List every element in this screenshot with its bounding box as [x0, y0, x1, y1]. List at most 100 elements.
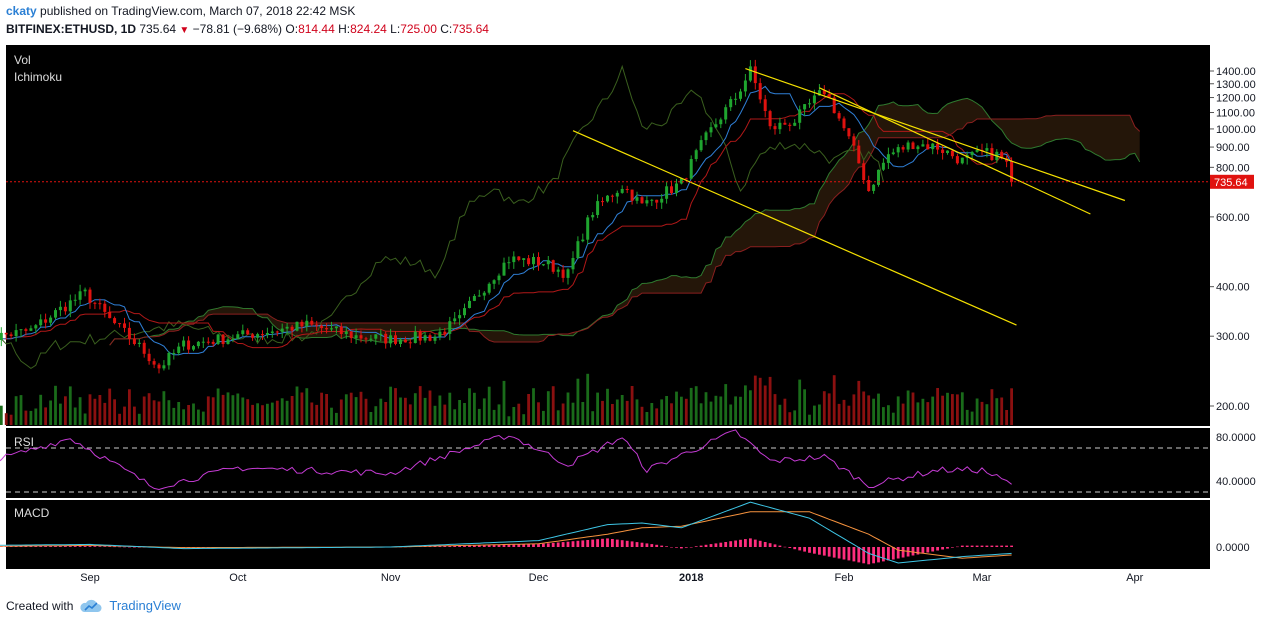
volume-bar [399, 397, 402, 425]
candle-body [384, 333, 388, 344]
kijun-line [0, 93, 1013, 349]
candle-body [970, 152, 974, 156]
volume-bar [19, 395, 23, 425]
macd-histogram-bar [956, 546, 959, 548]
volume-bar [522, 414, 526, 425]
volume-bar [601, 400, 604, 425]
candle-body [729, 99, 733, 108]
volume-bar [354, 397, 358, 425]
candle-body [354, 335, 358, 339]
rsi-pane [6, 428, 1210, 498]
volume-bar [936, 388, 939, 425]
price-tick-label: 1300.00 [1216, 79, 1256, 91]
date-tick-label: Sep [80, 572, 100, 584]
macd-histogram-bar [719, 542, 723, 547]
volume-bar [975, 398, 979, 425]
volume-bar [339, 399, 343, 425]
volume-bar [123, 406, 126, 425]
volume-bar [270, 402, 274, 425]
candle-body [182, 340, 186, 347]
candle-body [743, 80, 747, 92]
volume-bar [206, 396, 210, 425]
macd-histogram-bar [118, 546, 121, 548]
price-tick-label: 800.00 [1216, 162, 1250, 174]
candle-body [946, 150, 949, 153]
price-tick-label: 900.00 [1216, 142, 1250, 154]
candle-body [936, 143, 940, 150]
volume-bar [320, 392, 323, 425]
candle-body [852, 136, 856, 146]
price-tick-label: 600.00 [1216, 212, 1250, 224]
macd-histogram-bar [985, 545, 989, 547]
macd-histogram-bar [468, 545, 471, 547]
macd-histogram-bar [507, 544, 511, 547]
volume-bar [49, 400, 52, 425]
volume-bar [586, 373, 590, 425]
candle-body [877, 169, 880, 185]
candle-body [448, 321, 452, 334]
macd-histogram-bar [753, 539, 757, 547]
volume-bar [906, 390, 910, 425]
low-value: 725.00 [400, 22, 437, 36]
candle-body [709, 127, 713, 133]
volume-bar [246, 399, 250, 425]
macd-histogram-bar [709, 544, 713, 547]
macd-histogram-bar [975, 545, 979, 547]
last-price-badge [1210, 174, 1254, 189]
volume-bar [1005, 410, 1008, 425]
volume-bar [118, 413, 121, 425]
macd-histogram-bar [965, 545, 969, 547]
volume-bar [734, 396, 737, 425]
candle-body [423, 335, 427, 341]
macd-histogram-bar [571, 541, 575, 547]
volume-bar [818, 404, 821, 425]
candle-body [9, 334, 13, 336]
volume-bar [896, 396, 900, 425]
volume-bar [640, 406, 644, 425]
volume-bar [349, 392, 353, 425]
candle-body [295, 321, 299, 331]
candle-body [753, 66, 757, 84]
candle-body [630, 189, 634, 201]
volume-bar [280, 398, 284, 425]
macd-histogram-bar [556, 542, 560, 547]
candle-body [842, 118, 846, 129]
candle-body [152, 361, 156, 365]
macd-histogram-bar [793, 547, 797, 550]
candle-body [837, 113, 841, 119]
candle-body [147, 353, 151, 362]
candle-body [34, 325, 38, 329]
tradingview-cloud-icon[interactable] [79, 599, 103, 613]
macd-histogram-bar [749, 538, 752, 547]
candle-body [162, 365, 166, 369]
volume-bar [59, 403, 62, 425]
candle-body [394, 335, 397, 344]
close-value: 735.64 [452, 22, 489, 36]
volume-bar [887, 405, 890, 425]
volume-bar [275, 400, 279, 425]
macd-histogram-bar [19, 546, 23, 547]
candle-body [581, 239, 585, 242]
volume-bar [428, 390, 432, 425]
volume-bar [44, 407, 47, 425]
tradingview-link[interactable]: TradingView [109, 598, 181, 613]
volume-bar [576, 378, 580, 425]
author-name[interactable]: ckaty [6, 4, 37, 18]
volume-bar [507, 416, 511, 425]
candle-body [330, 328, 333, 330]
candle-body [704, 132, 708, 141]
volume-bar [261, 405, 264, 425]
candle-body [497, 275, 501, 281]
candle-body [58, 306, 62, 311]
volume-bar [561, 403, 565, 425]
volume-bar [182, 409, 185, 425]
volume-bar [418, 386, 422, 425]
candle-body [364, 338, 368, 340]
macd-histogram-bar [522, 544, 526, 547]
candle-body [950, 150, 954, 157]
date-tick-label: Mar [973, 572, 992, 584]
volume-bar [714, 395, 718, 425]
candle-body [748, 66, 752, 81]
candle-body [477, 295, 481, 297]
